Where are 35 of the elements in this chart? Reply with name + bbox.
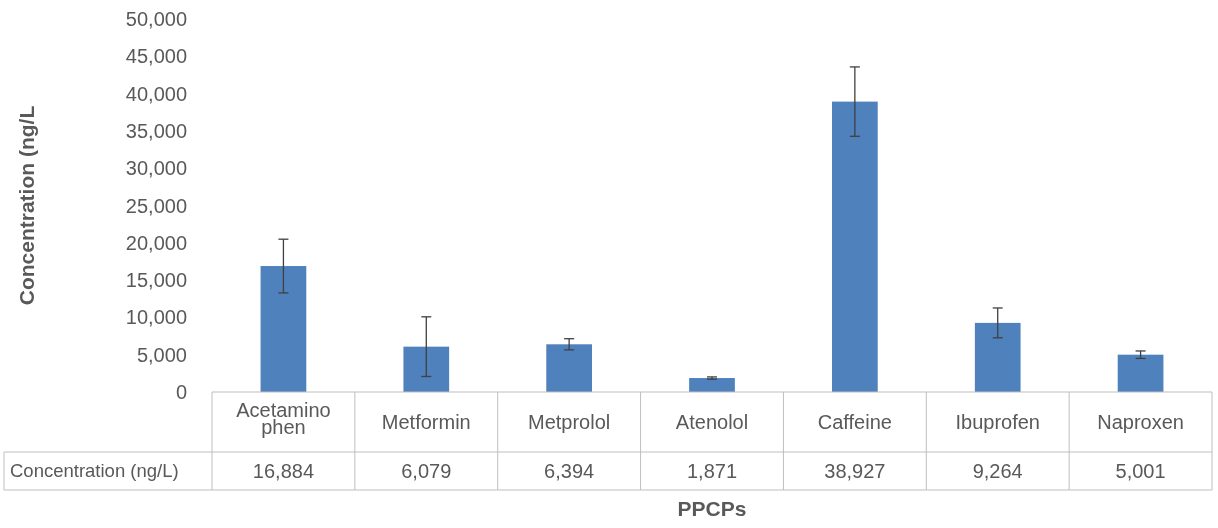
x-tick-label: Caffeine: [817, 411, 892, 433]
y-tick-label: 5,000: [136, 343, 187, 366]
data-label: 5,001: [1115, 460, 1166, 482]
bar: [1117, 354, 1164, 392]
x-axis-title: PPCPs: [677, 497, 747, 520]
bar: [546, 344, 592, 392]
text: Concentration (ng/L): [10, 460, 179, 482]
y-tick-label: 15,000: [125, 269, 187, 292]
data-label: 9,264: [972, 460, 1023, 482]
data-label: 6,079: [401, 460, 452, 482]
data-label: 16,884: [252, 460, 315, 482]
y-tick-label: 45,000: [125, 45, 187, 68]
bar: [974, 322, 1021, 392]
y-axis-title: Concentration (ng/L: [15, 105, 38, 306]
y-tick-label: 35,000: [125, 119, 187, 142]
y-tick-label: 50,000: [125, 8, 187, 30]
y-tick-label: 25,000: [125, 194, 187, 217]
y-tick-label: 0: [175, 381, 187, 403]
x-tick-label: Naproxen: [1097, 411, 1184, 433]
x-tick-label: Metprolol: [528, 411, 611, 433]
bar: [403, 346, 450, 392]
y-tick-label: 40,000: [125, 82, 187, 105]
bar: [689, 378, 735, 392]
x-tick-label: Atenolol: [675, 411, 749, 433]
bar: [832, 101, 878, 392]
data-label: 6,394: [544, 460, 595, 482]
y-tick-label: 30,000: [125, 157, 187, 180]
data-label: 1,871: [686, 460, 738, 482]
x-tick-label: Acetamino phen: [236, 399, 331, 438]
y-tick-label: 20,000: [125, 231, 187, 254]
bar: [260, 266, 307, 392]
x-tick-label: Metformin: [381, 411, 471, 433]
data-label: 38,927: [824, 460, 886, 482]
x-tick-label: Ibuprofen: [955, 411, 1040, 433]
y-tick-label: 10,000: [125, 306, 187, 329]
